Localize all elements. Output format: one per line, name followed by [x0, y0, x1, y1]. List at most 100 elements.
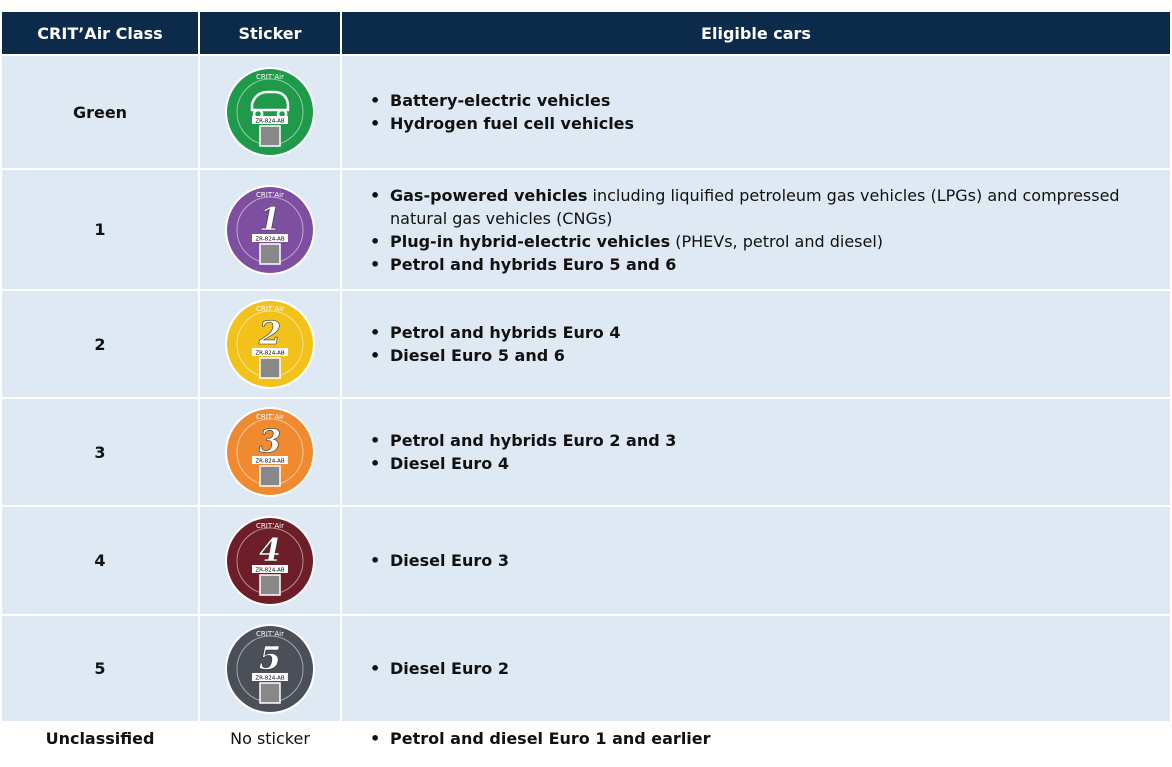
header-cell: Eligible cars	[340, 12, 1172, 56]
car-item: Diesel Euro 2	[370, 657, 1160, 680]
header-cell: CRIT’Air Class	[0, 12, 200, 56]
qr-code	[259, 573, 281, 596]
plate	[252, 564, 288, 573]
class-cell: Unclassified	[0, 721, 200, 755]
car-item-bold: Diesel Euro 4	[390, 454, 509, 473]
car-item-bold: Battery-electric vehicles	[390, 91, 611, 110]
car-item-bold: Diesel Euro 5 and 6	[390, 346, 565, 365]
plate	[252, 116, 288, 124]
sticker: CRIT’Air ZR-824-AB	[225, 67, 315, 157]
sticker-cell: CRIT’Air 2 ZR-824-AB	[198, 289, 342, 399]
car-item: Plug-in hybrid-electric vehicles (PHEVs,…	[370, 230, 1160, 253]
car-list: Petrol and hybrids Euro 2 and 3 Diesel Eu…	[370, 429, 1160, 475]
car-list: Petrol and diesel Euro 1 and earlier	[370, 727, 1160, 750]
cars-cell: Diesel Euro 2	[340, 614, 1172, 723]
cars-cell: Diesel Euro 3	[340, 505, 1172, 616]
cars-cell: Petrol and hybrids Euro 4 Diesel Euro 5 a…	[340, 289, 1172, 399]
sticker-cell: CRIT’Air 5 ZR-824-AB	[198, 614, 342, 723]
car-item-bold: Diesel Euro 2	[390, 659, 509, 678]
sticker-digit: 5	[259, 639, 281, 677]
car-item-bold: Diesel Euro 3	[390, 551, 509, 570]
plate	[252, 456, 288, 464]
plate-text: ZR-824-AB	[255, 567, 284, 573]
sticker-digit: 3	[259, 422, 281, 460]
car-list: Battery-electric vehicles Hydrogen fuel c…	[370, 89, 1160, 135]
car-item: Petrol and hybrids Euro 5 and 6	[370, 253, 1160, 276]
sticker-label: CRIT’Air	[256, 630, 284, 638]
class-cell: 4	[0, 505, 200, 616]
class-cell: 3	[0, 397, 200, 507]
sticker-disc	[227, 409, 313, 495]
sticker-cell: CRIT’Air 1 ZR-824-AB	[198, 168, 342, 291]
table-body: Green CRIT’Air ZR-824-AB Battery-electric v…	[0, 54, 1172, 755]
plate	[252, 672, 288, 681]
car-item: Diesel Euro 3	[370, 549, 1160, 572]
car-item-text: (PHEVs, petrol and diesel)	[670, 231, 884, 251]
plate-text: ZR-824-AB	[255, 236, 284, 242]
sticker-cell: No sticker	[198, 721, 342, 755]
header-cell: Sticker	[198, 12, 342, 56]
cars-cell: Battery-electric vehicles Hydrogen fuel c…	[340, 54, 1172, 170]
sticker-cell: CRIT’Air 4 ZR-824-AB	[198, 505, 342, 616]
car-item-bold: Hydrogen fuel cell vehicles	[390, 114, 635, 133]
header-row: CRIT’Air Class Sticker Eligible cars	[0, 12, 1172, 56]
car-list: Gas-powered vehicles including liquified…	[370, 184, 1160, 276]
car-item-bold: Plug-in hybrid-electric vehicles	[390, 231, 671, 251]
car-item: Petrol and hybrids Euro 2 and 3	[370, 429, 1160, 452]
sticker-disc	[227, 186, 313, 273]
car-item: Battery-electric vehicles	[370, 89, 1160, 112]
cars-cell: Gas-powered vehicles including liquified…	[340, 168, 1172, 291]
sticker-label: CRIT’Air	[256, 413, 284, 421]
car-list: Diesel Euro 2	[370, 657, 1160, 680]
qr-code	[259, 465, 281, 487]
car-item: Diesel Euro 4	[370, 452, 1160, 475]
qr-code	[259, 681, 281, 704]
cars-cell: Petrol and hybrids Euro 2 and 3 Diesel Eu…	[340, 397, 1172, 507]
table-row: Green CRIT’Air ZR-824-AB Battery-electric v…	[0, 54, 1172, 170]
car-item-bold: Gas-powered vehicles	[390, 185, 588, 205]
class-cell: Green	[0, 54, 200, 170]
car-item-bold: Petrol and hybrids Euro 4	[390, 323, 621, 342]
sticker-disc	[227, 301, 313, 387]
qr-code	[259, 125, 281, 147]
sticker-cell: CRIT’Air 3 ZR-824-AB	[198, 397, 342, 507]
sticker-label: CRIT’Air	[256, 73, 284, 81]
car-item: Diesel Euro 5 and 6	[370, 344, 1160, 367]
cars-cell: Petrol and diesel Euro 1 and earlier	[340, 721, 1172, 755]
car-item-bold: Petrol and hybrids Euro 5 and 6	[390, 254, 677, 274]
sticker-digit: 2	[258, 314, 281, 352]
car-item: Gas-powered vehicles including liquified…	[370, 184, 1160, 230]
car-item: Petrol and hybrids Euro 4	[370, 321, 1160, 344]
sticker-digit: 1	[259, 200, 281, 238]
sticker-disc	[227, 517, 313, 604]
sticker-label: CRIT’Air	[256, 191, 284, 199]
plate	[252, 348, 288, 356]
class-cell: 1	[0, 168, 200, 291]
plate-text: ZR-824-AB	[255, 459, 284, 465]
car-item-bold: Petrol and hybrids Euro 2 and 3	[390, 431, 677, 450]
car-item: Hydrogen fuel cell vehicles	[370, 112, 1160, 135]
plate-text: ZR-824-AB	[255, 351, 284, 357]
sticker-label: CRIT’Air	[256, 305, 284, 313]
sticker-digit: 4	[259, 531, 281, 569]
class-cell: 2	[0, 289, 200, 399]
car-list: Petrol and hybrids Euro 4 Diesel Euro 5 a…	[370, 321, 1160, 367]
class-cell: 5	[0, 614, 200, 723]
car-item-text: including liquified petroleum gas vehicl…	[390, 185, 1120, 228]
sticker-disc	[227, 69, 313, 155]
plate	[252, 233, 288, 242]
plate-text: ZR-824-AB	[255, 119, 284, 125]
crit-air-table: CRIT’Air Class Sticker Eligible cars Gre…	[0, 12, 1172, 755]
